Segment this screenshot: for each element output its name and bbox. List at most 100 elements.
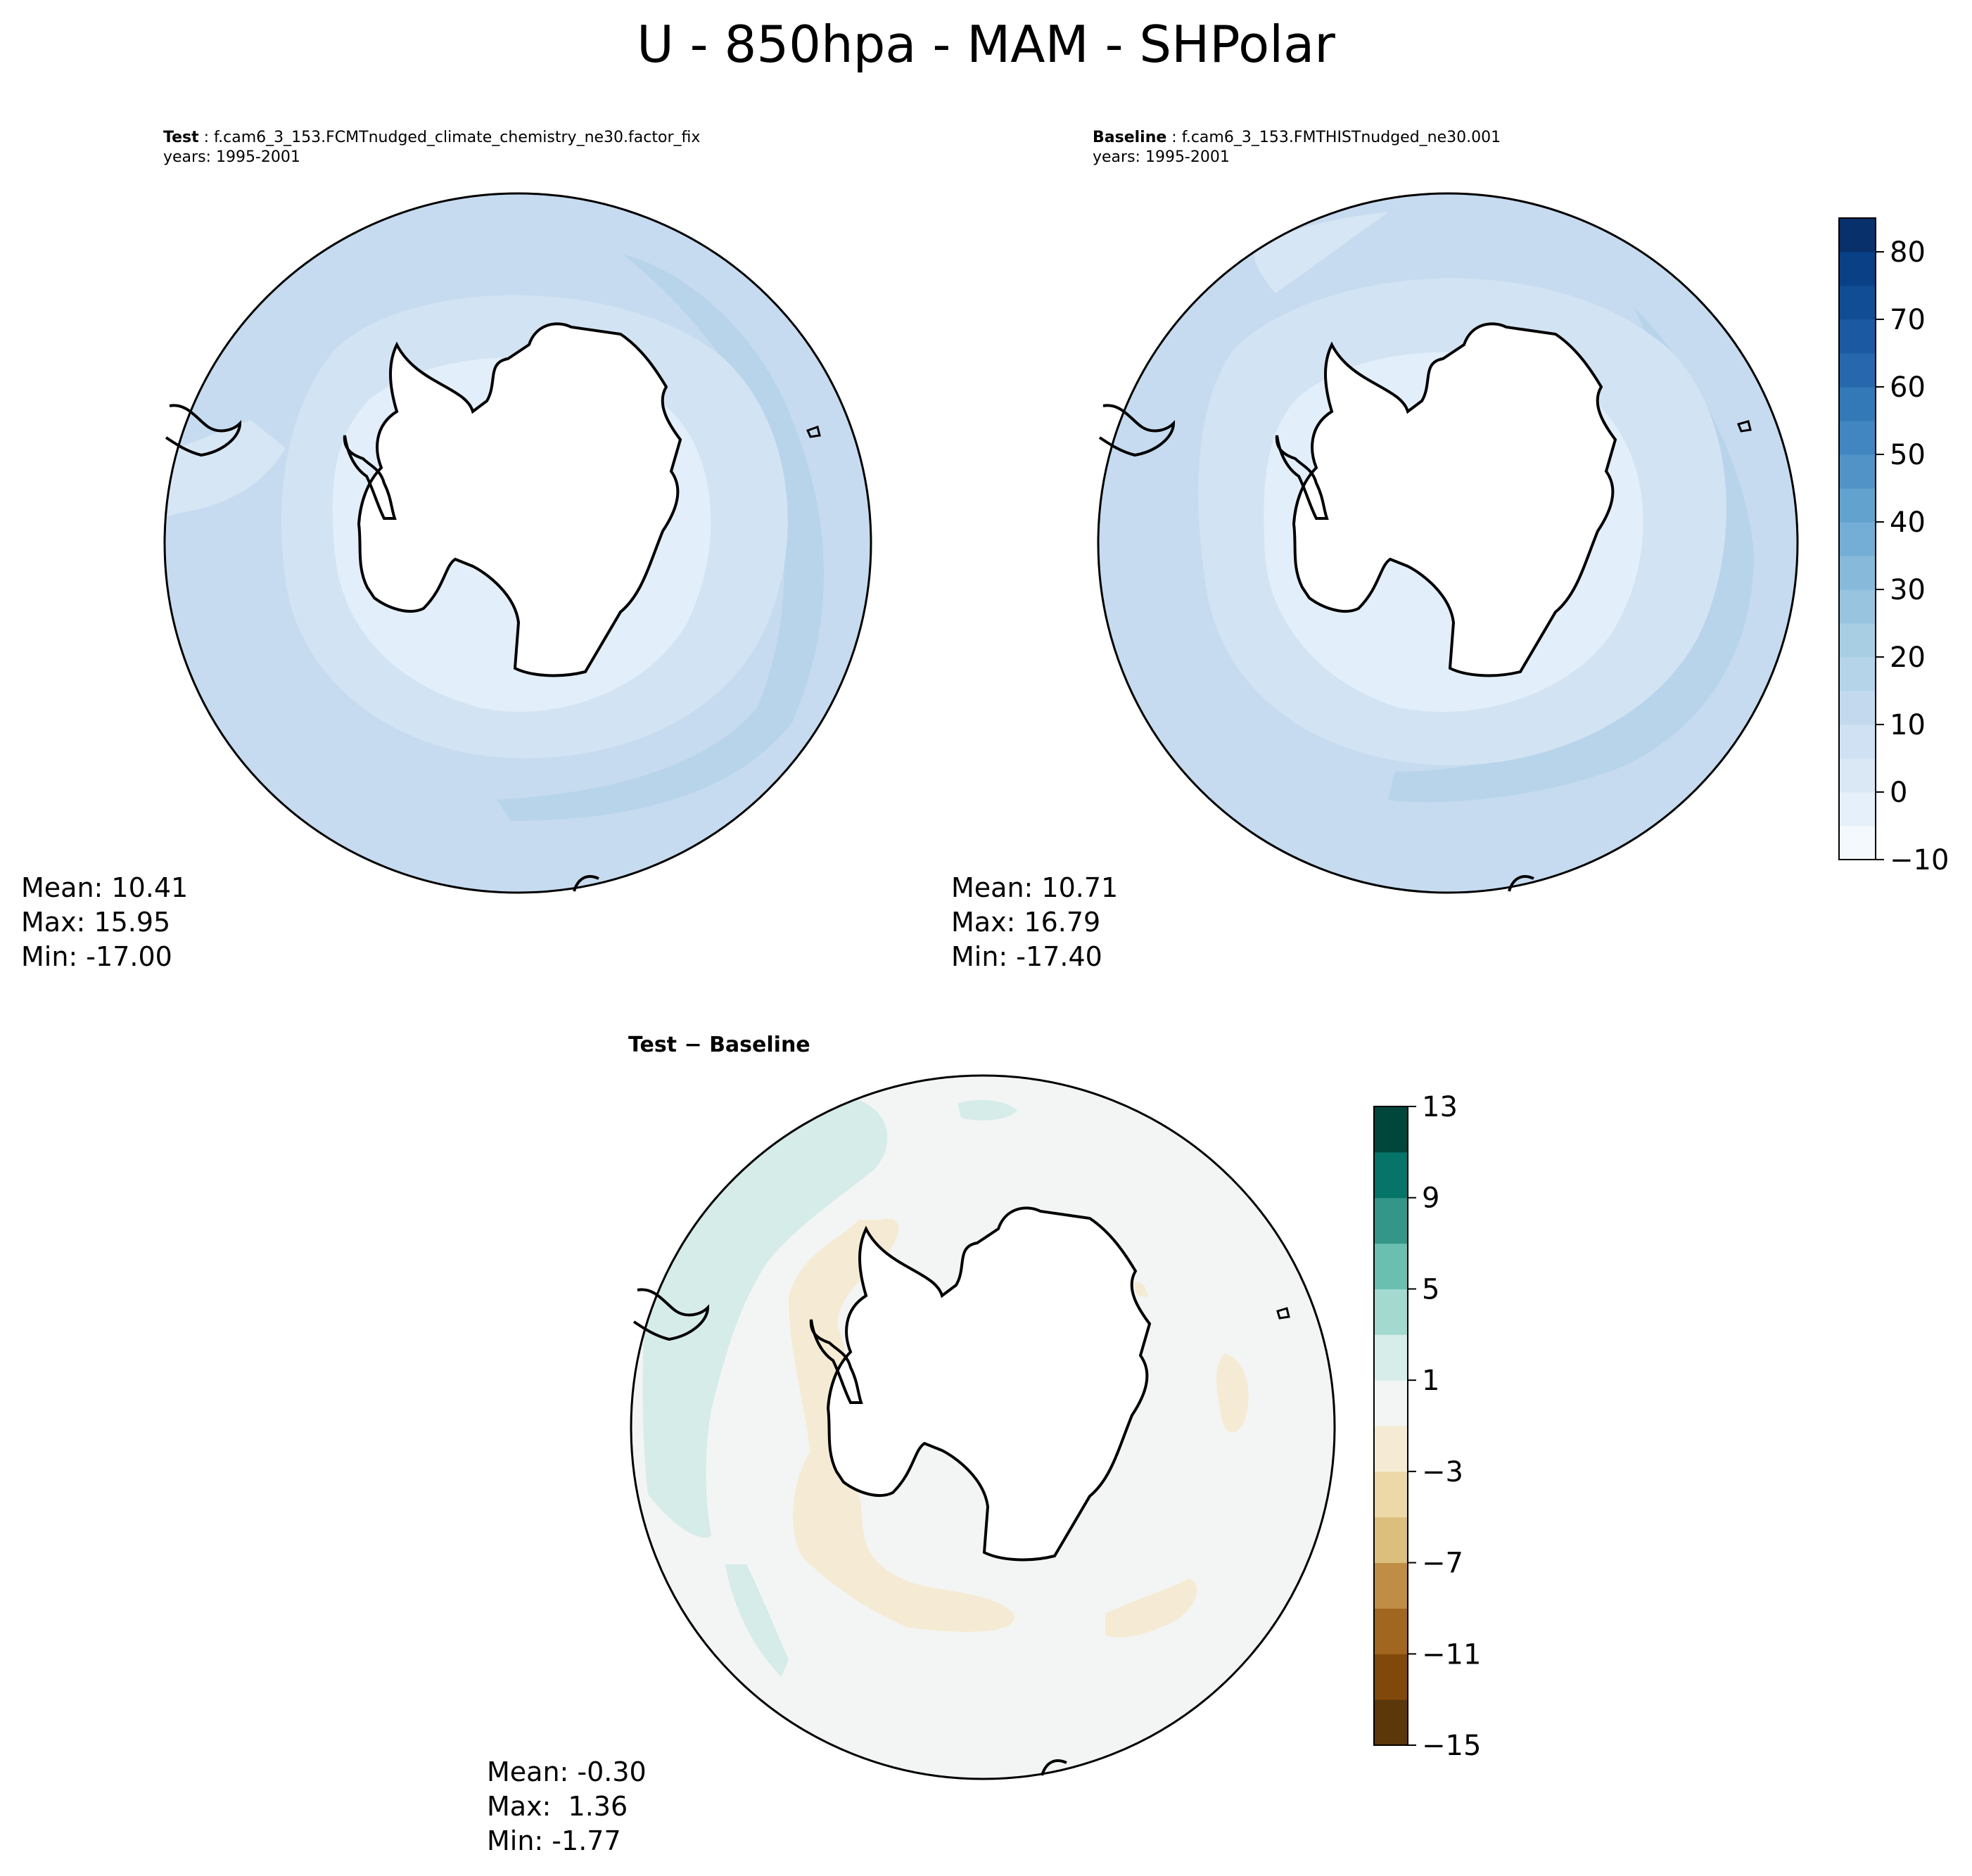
baseline-panel-title: Baseline : f.cam6_3_153.FMTHISTnudged_ne… (1093, 129, 1501, 166)
diff-colorbar-tick-label: −11 (1422, 1638, 1481, 1671)
test-case-name: f.cam6_3_153.FCMTnudged_climate_chemistr… (214, 129, 701, 146)
diff-color-band (1374, 1334, 1408, 1381)
main-color-band (1839, 286, 1876, 320)
main-color-band (1839, 691, 1876, 725)
diff-color-band (1374, 1471, 1408, 1518)
diff-colorbar-tick-label: 1 (1422, 1365, 1439, 1397)
diff-colorbar-tick-label: 5 (1422, 1273, 1439, 1306)
main-color-band (1839, 387, 1876, 421)
island-outline (1736, 420, 1752, 433)
baseline-years: years: 1995-2001 (1093, 148, 1230, 166)
south-america-tip (165, 404, 242, 457)
main-color-band (1839, 488, 1876, 523)
diff-min: Min: -1.77 (487, 1825, 621, 1856)
diff-color-band (1374, 1426, 1408, 1472)
diff-positive-patch-north (958, 1099, 1017, 1121)
diff-colorbar-tick-label: −15 (1422, 1730, 1481, 1762)
main-colorbar-tick-label: 40 (1890, 506, 1926, 539)
main-colorbar-tick-label: −10 (1890, 844, 1949, 876)
baseline-max: Max: 16.79 (951, 907, 1101, 938)
main-colorbar: −10 0 10 20 30 40 50 60 70 80 (1838, 217, 1949, 876)
main-color-band (1839, 589, 1876, 624)
baseline-min: Min: -17.40 (951, 941, 1102, 972)
test-label: Test (163, 129, 199, 146)
island-outline (806, 426, 821, 438)
diff-stats: Mean: -0.30 Max: 1.36 Min: -1.77 (487, 1755, 647, 1858)
baseline-stats: Mean: 10.71 Max: 16.79 Min: -17.40 (951, 871, 1118, 974)
antarctica-outline (357, 322, 682, 677)
main-colorbar-tick-label: 50 (1890, 439, 1926, 471)
test-mean: Mean: 10.41 (21, 872, 189, 903)
main-colorbar-tick-label: 80 (1890, 236, 1926, 269)
main-color-band (1839, 826, 1876, 860)
main-colorbar-tick-label: 20 (1890, 642, 1926, 674)
south-america-tip (1098, 404, 1176, 457)
main-colorbar-tick-label: 70 (1890, 304, 1926, 336)
test-stats: Mean: 10.41 Max: 15.95 Min: -17.00 (21, 871, 188, 974)
diff-color-band (1374, 1699, 1408, 1746)
main-color-band (1839, 522, 1876, 556)
diff-color-band (1374, 1197, 1408, 1244)
diff-colorbar-tick-label: −7 (1422, 1548, 1463, 1580)
main-color-band (1839, 454, 1876, 489)
main-color-band (1839, 758, 1876, 793)
diff-panel-title: Test − Baseline (628, 1033, 810, 1058)
main-color-band (1839, 657, 1876, 691)
main-colorbar-tick-label: 10 (1890, 709, 1926, 741)
diff-negative-patch-east (1216, 1353, 1249, 1433)
island-outline-bottom (1041, 1759, 1067, 1776)
diff-color-band (1374, 1151, 1408, 1199)
diff-negative-patch-southeast (1105, 1578, 1197, 1638)
figure-title: U - 850hpa - MAM - SHPolar (637, 15, 1335, 74)
antarctica-outline (1292, 322, 1617, 677)
main-colorbar-tick-label: 30 (1890, 574, 1926, 606)
diff-color-band (1374, 1380, 1408, 1427)
main-color-band (1839, 353, 1876, 388)
diff-color-band (1374, 1608, 1408, 1654)
diff-negative-region-center (789, 1218, 1014, 1632)
main-colorbar-tick-label: 0 (1890, 777, 1907, 809)
diff-positive-patch-southwest (725, 1564, 789, 1677)
diff-map-boundary (630, 1074, 1336, 1780)
main-color-band (1839, 252, 1876, 286)
test-map-boundary (163, 192, 872, 894)
antarctica-outline (826, 1206, 1152, 1562)
diff-color-band (1374, 1243, 1408, 1289)
test-years: years: 1995-2001 (163, 148, 300, 166)
peninsula-outline (809, 1319, 863, 1404)
diff-color-band (1374, 1106, 1408, 1153)
peninsula-outline (343, 435, 397, 520)
main-color-band (1839, 725, 1876, 759)
baseline-map (1097, 192, 1799, 894)
baseline-case-name: f.cam6_3_153.FMTHISTnudged_ne30.001 (1181, 129, 1501, 146)
diff-colorbar-frame (1373, 1106, 1408, 1746)
south-america-tip (632, 1288, 710, 1341)
diff-color-band (1374, 1289, 1408, 1335)
diff-colorbar-tick-label: 9 (1422, 1182, 1439, 1215)
test-max: Max: 15.95 (21, 907, 171, 938)
main-color-band (1839, 623, 1876, 658)
diff-max: Max: 1.36 (487, 1791, 628, 1822)
diff-map (630, 1074, 1336, 1780)
test-side-patch (165, 420, 286, 518)
main-color-band (1839, 319, 1876, 354)
main-color-band (1839, 421, 1876, 455)
diff-mean: Mean: -0.30 (487, 1756, 647, 1787)
main-color-band (1839, 218, 1876, 253)
peninsula-outline (1275, 435, 1329, 520)
diff-colorbar-tick-label: 13 (1422, 1091, 1458, 1123)
diff-color-band (1374, 1517, 1408, 1564)
baseline-label: Baseline (1093, 129, 1167, 146)
diff-label-baseline: Baseline (709, 1033, 810, 1057)
test-panel-title: Test : f.cam6_3_153.FCMTnudged_climate_c… (163, 129, 701, 166)
diff-colorbar-tick-label: −3 (1422, 1456, 1463, 1488)
baseline-map-boundary (1097, 192, 1799, 894)
diff-color-band (1374, 1654, 1408, 1700)
diff-label-test: Test (628, 1033, 678, 1057)
test-map (163, 192, 872, 894)
main-color-band (1839, 556, 1876, 590)
island-outline (1276, 1307, 1290, 1320)
diff-colorbar: −15 −11 −7 −3 1 5 9 13 (1373, 1091, 1481, 1762)
baseline-mean: Mean: 10.71 (951, 872, 1119, 903)
main-colorbar-frame (1838, 217, 1876, 860)
